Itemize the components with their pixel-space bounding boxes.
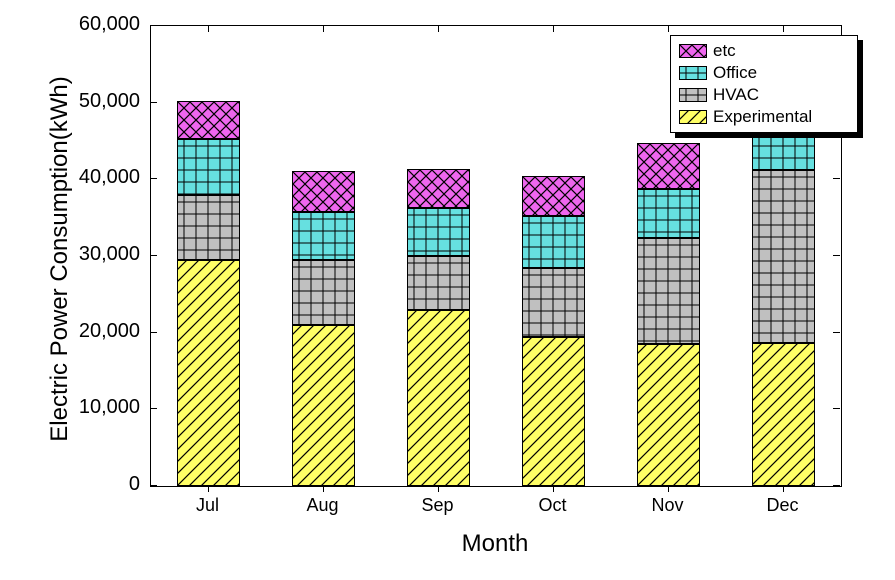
bar-stack — [292, 26, 355, 486]
y-tick-label: 0 — [65, 473, 140, 496]
x-tick — [438, 25, 439, 32]
x-tick-label: Nov — [610, 495, 725, 516]
y-tick — [150, 102, 157, 103]
bar-segment-hvac — [522, 268, 585, 337]
y-tick-label: 20,000 — [65, 320, 140, 343]
x-tick — [438, 485, 439, 492]
bar-segment-hvac — [292, 260, 355, 325]
x-tick — [668, 25, 669, 32]
y-tick — [150, 408, 157, 409]
legend-item-office: Office — [679, 62, 849, 84]
chart-container: Electric Power Consumption(kWh) Month et… — [0, 0, 895, 580]
legend-swatch — [679, 66, 707, 80]
x-tick-label: Sep — [380, 495, 495, 516]
legend-label: Office — [713, 62, 757, 84]
bar-segment-hvac — [407, 256, 470, 310]
x-axis-label: Month — [150, 530, 840, 558]
x-tick-label: Jul — [150, 495, 265, 516]
bar-segment-office — [407, 208, 470, 256]
x-tick — [323, 485, 324, 492]
legend-swatch — [679, 88, 707, 102]
x-tick — [208, 25, 209, 32]
legend-item-experimental: Experimental — [679, 106, 849, 128]
y-tick — [833, 332, 840, 333]
bar-segment-etc — [177, 101, 240, 139]
y-tick — [150, 485, 157, 486]
y-tick — [833, 485, 840, 486]
legend-label: Experimental — [713, 106, 812, 128]
y-tick — [833, 178, 840, 179]
bar-segment-experimental — [292, 325, 355, 486]
y-tick-label: 60,000 — [65, 13, 140, 36]
bar-segment-office — [522, 216, 585, 267]
y-tick-label: 10,000 — [65, 396, 140, 419]
y-tick-label: 50,000 — [65, 90, 140, 113]
x-tick-label: Dec — [725, 495, 840, 516]
bar-segment-experimental — [637, 344, 700, 486]
bar-stack — [407, 26, 470, 486]
legend-item-etc: etc — [679, 40, 849, 62]
x-tick — [553, 25, 554, 32]
bar-segment-office — [637, 189, 700, 238]
legend-swatch — [679, 44, 707, 58]
bar-segment-hvac — [177, 195, 240, 260]
x-tick — [553, 485, 554, 492]
y-tick — [150, 25, 157, 26]
legend-label: HVAC — [713, 84, 759, 106]
bar-segment-etc — [637, 143, 700, 190]
legend: etcOfficeHVACExperimental — [670, 35, 858, 133]
bar-segment-hvac — [752, 170, 815, 343]
bar-segment-experimental — [752, 343, 815, 486]
x-tick — [668, 485, 669, 492]
y-tick — [833, 408, 840, 409]
bar-stack — [177, 26, 240, 486]
x-tick — [208, 485, 209, 492]
legend-label: etc — [713, 40, 736, 62]
bar-segment-etc — [522, 176, 585, 217]
y-tick-label: 30,000 — [65, 243, 140, 266]
legend-swatch — [679, 110, 707, 124]
bar-segment-experimental — [522, 337, 585, 487]
y-tick — [150, 255, 157, 256]
bar-segment-office — [177, 139, 240, 194]
x-tick — [323, 25, 324, 32]
bar-segment-experimental — [177, 260, 240, 486]
x-tick — [783, 25, 784, 32]
bar-segment-experimental — [407, 310, 470, 486]
y-tick-label: 40,000 — [65, 166, 140, 189]
bar-segment-office — [292, 212, 355, 260]
bar-segment-hvac — [637, 238, 700, 344]
legend-item-hvac: HVAC — [679, 84, 849, 106]
y-tick — [833, 25, 840, 26]
bar-stack — [522, 26, 585, 486]
x-tick-label: Aug — [265, 495, 380, 516]
y-tick — [150, 332, 157, 333]
bar-segment-etc — [407, 169, 470, 208]
x-tick-label: Oct — [495, 495, 610, 516]
y-tick — [833, 255, 840, 256]
y-tick — [150, 178, 157, 179]
x-tick — [783, 485, 784, 492]
bar-segment-etc — [292, 171, 355, 212]
